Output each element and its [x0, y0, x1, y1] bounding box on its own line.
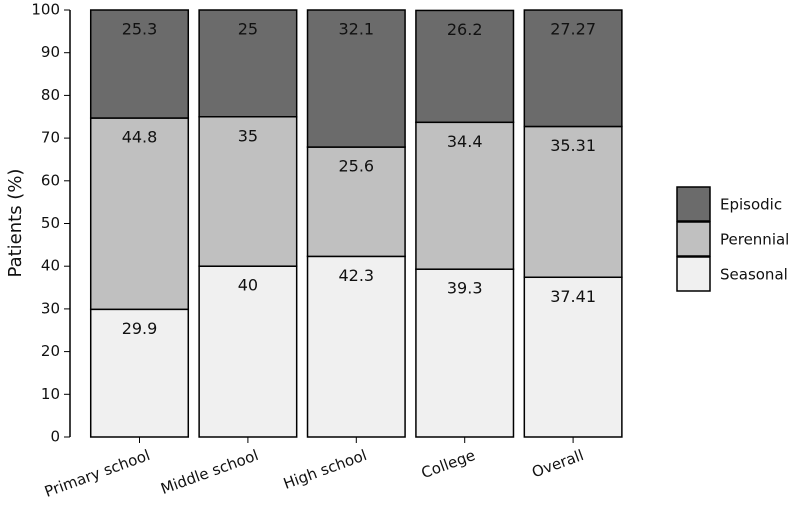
data-label: 32.1 [338, 20, 374, 39]
y-tick-label: 70 [41, 129, 60, 147]
bar-segment [306, 146, 406, 258]
y-tick-label: 80 [41, 86, 60, 104]
bar-segment [198, 9, 298, 118]
y-tick-label: 0 [50, 428, 60, 446]
y-tick-label: 60 [41, 171, 60, 189]
bar-segment [89, 308, 190, 438]
bar-segment [198, 116, 298, 267]
y-tick-label: 100 [31, 1, 60, 19]
bar-segment [306, 255, 406, 438]
data-label: 35 [238, 126, 258, 145]
data-label: 40 [238, 276, 258, 295]
data-label: 25.3 [122, 20, 158, 39]
legend-swatch [676, 186, 711, 222]
legend-label: Perennial [720, 231, 789, 249]
y-tick-label: 20 [41, 342, 60, 360]
x-tick-label: Overall [529, 446, 586, 481]
data-label: 25 [238, 20, 258, 39]
bar-segment [306, 9, 406, 148]
x-tick-label: Middle school [158, 446, 260, 498]
data-label: 42.3 [338, 266, 374, 285]
x-tick-label: High school [281, 446, 369, 493]
data-label: 35.31 [550, 136, 596, 155]
data-label: 27.27 [550, 20, 596, 39]
legend-label: Seasonal [720, 266, 788, 284]
legend-swatch [676, 256, 711, 292]
y-tick-label: 90 [41, 43, 60, 61]
bar-segment [89, 9, 190, 119]
bar-segment [198, 265, 298, 438]
legend-label: Episodic [720, 196, 782, 214]
y-tick-label: 10 [41, 385, 60, 403]
bar-segment [89, 117, 190, 311]
bar-segment [415, 121, 515, 270]
bar-segment [523, 125, 623, 279]
data-label: 44.8 [122, 128, 158, 147]
data-label: 25.6 [338, 157, 374, 176]
data-label: 26.2 [447, 20, 483, 39]
y-tick-label: 30 [41, 299, 60, 317]
x-tick-label: Primary school [42, 446, 152, 501]
x-tick-label: College [419, 446, 478, 482]
data-label: 34.4 [447, 132, 483, 151]
y-axis-title: Patients (%) [5, 169, 26, 278]
legend-swatch [676, 221, 711, 257]
data-label: 29.9 [122, 319, 158, 338]
bar-segment [415, 9, 515, 124]
data-label: 39.3 [447, 279, 483, 298]
bar-segment [523, 276, 623, 438]
data-label: 37.41 [550, 287, 596, 306]
bar-segment [415, 268, 515, 438]
y-tick-label: 40 [41, 257, 60, 275]
y-tick-label: 50 [41, 214, 60, 232]
bar-segment [523, 9, 623, 128]
